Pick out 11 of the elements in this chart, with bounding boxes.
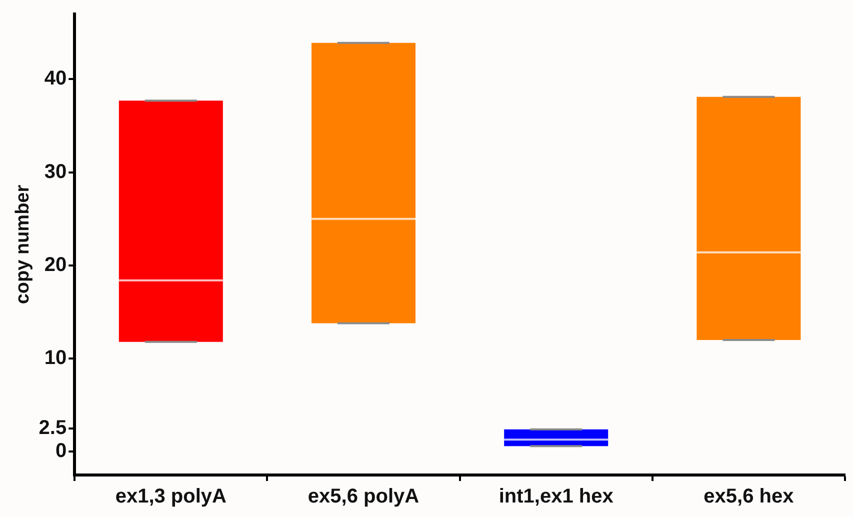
y-tick-label: 10: [44, 347, 67, 370]
x-tick-label: ex5,6 polyA: [308, 486, 420, 508]
y-tick-label: 30: [44, 160, 67, 183]
y-axis-title: copy number: [12, 184, 34, 304]
x-tick-label: ex1,3 polyA: [115, 486, 226, 508]
y-tick-label: 2.5: [38, 416, 67, 439]
y-tick-label: 40: [44, 68, 67, 90]
y-tick-label: 0: [55, 440, 67, 462]
y-tick-label: 20: [44, 254, 67, 276]
x-tick-label: int1,ex1 hex: [498, 486, 614, 508]
x-tick-label: ex5,6 hex: [704, 486, 794, 508]
